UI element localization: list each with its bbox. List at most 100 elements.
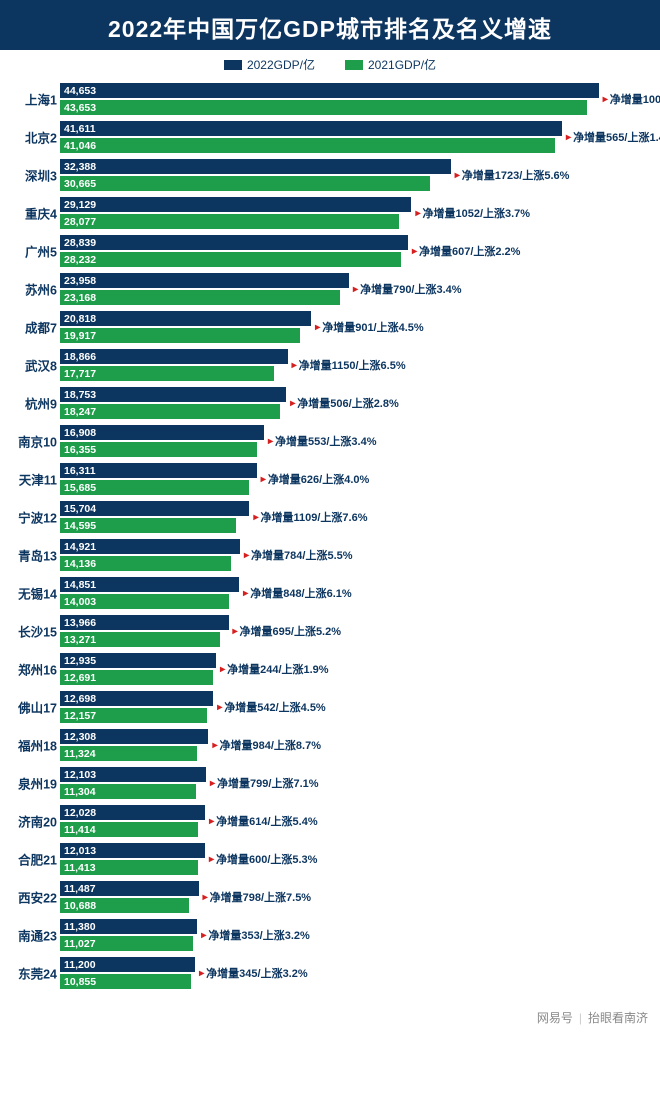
arrow-icon: ▸: [353, 284, 358, 295]
annotation-text: 净增量1723/上涨5.6%: [462, 170, 570, 182]
annotation-text: 净增量984/上涨8.7%: [220, 740, 321, 752]
bar-2022: 14,851: [60, 577, 239, 592]
bar-annotation: ▸净增量614/上涨5.4%: [209, 813, 318, 829]
arrow-icon: ▸: [315, 322, 320, 333]
bar-group: 28,83928,232▸净增量607/上涨2.2%: [60, 235, 650, 267]
arrow-icon: ▸: [268, 436, 273, 447]
city-label: 上海1: [5, 90, 57, 109]
bar-group: 13,96613,271▸净增量695/上涨5.2%: [60, 615, 650, 647]
arrow-icon: ▸: [455, 170, 460, 181]
chart-row: 宁波1215,70414,595▸净增量1109/上涨7.6%: [60, 501, 650, 533]
bar-2021: 16,355: [60, 442, 257, 457]
city-label: 西安22: [5, 888, 57, 907]
bar-value-2021: 10,855: [64, 976, 96, 988]
arrow-icon: ▸: [566, 132, 571, 143]
bar-group: 15,70414,595▸净增量1109/上涨7.6%: [60, 501, 650, 533]
bar-value-2022: 12,308: [64, 731, 96, 743]
annotation-text: 净增量784/上涨5.5%: [251, 550, 352, 562]
arrow-icon: ▸: [203, 892, 208, 903]
bar-2021: 11,414: [60, 822, 198, 837]
bar-annotation: ▸净增量607/上涨2.2%: [412, 243, 521, 259]
arrow-icon: ▸: [261, 474, 266, 485]
bar-annotation: ▸净增量506/上涨2.8%: [290, 395, 399, 411]
bar-annotation: ▸净增量790/上涨3.4%: [353, 281, 462, 297]
annotation-text: 净增量848/上涨6.1%: [250, 588, 351, 600]
bar-value-2021: 28,077: [64, 216, 96, 228]
chart-row: 东莞2411,20010,855▸净增量345/上涨3.2%: [60, 957, 650, 989]
annotation-text: 净增量506/上涨2.8%: [297, 398, 398, 410]
chart-row: 深圳332,38830,665▸净增量1723/上涨5.6%: [60, 159, 650, 191]
annotation-text: 净增量626/上涨4.0%: [268, 474, 369, 486]
chart-row: 长沙1513,96613,271▸净增量695/上涨5.2%: [60, 615, 650, 647]
bar-value-2021: 12,157: [64, 710, 96, 722]
bar-2021: 13,271: [60, 632, 220, 647]
bar-2022: 44,653: [60, 83, 599, 98]
city-label: 青岛13: [5, 546, 57, 565]
bar-value-2022: 29,129: [64, 199, 96, 211]
bar-value-2022: 18,866: [64, 351, 96, 363]
city-label: 宁波12: [5, 508, 57, 527]
arrow-icon: ▸: [199, 968, 204, 979]
annotation-text: 净增量798/上涨7.5%: [210, 892, 311, 904]
annotation-text: 净增量695/上涨5.2%: [240, 626, 341, 638]
bar-2022: 12,028: [60, 805, 205, 820]
annotation-text: 净增量353/上涨3.2%: [208, 930, 309, 942]
bar-value-2021: 10,688: [64, 900, 96, 912]
chart-row: 青岛1314,92114,136▸净增量784/上涨5.5%: [60, 539, 650, 571]
bar-annotation: ▸净增量798/上涨7.5%: [203, 889, 312, 905]
bar-value-2021: 28,232: [64, 254, 96, 266]
bar-annotation: ▸净增量353/上涨3.2%: [201, 927, 310, 943]
legend-label: 2022GDP/亿: [247, 56, 315, 73]
bar-2022: 11,380: [60, 919, 197, 934]
chart-row: 泉州1912,10311,304▸净增量799/上涨7.1%: [60, 767, 650, 799]
bar-2021: 14,003: [60, 594, 229, 609]
bar-value-2022: 32,388: [64, 161, 96, 173]
city-label: 南京10: [5, 432, 57, 451]
bar-group: 14,92114,136▸净增量784/上涨5.5%: [60, 539, 650, 571]
bar-value-2022: 20,818: [64, 313, 96, 325]
bar-value-2021: 23,168: [64, 292, 96, 304]
footer-source: 网易号: [537, 1009, 573, 1026]
bar-value-2021: 16,355: [64, 444, 96, 456]
bar-2021: 28,077: [60, 214, 399, 229]
bar-2022: 29,129: [60, 197, 411, 212]
bar-annotation: ▸净增量1109/上涨7.6%: [253, 509, 367, 525]
bar-value-2022: 23,958: [64, 275, 96, 287]
bar-value-2021: 41,046: [64, 140, 96, 152]
bar-chart: 上海144,65343,653▸净增量1000/上涨2.3%北京241,6114…: [0, 79, 660, 1005]
bar-value-2022: 15,704: [64, 503, 96, 515]
annotation-text: 净增量790/上涨3.4%: [360, 284, 461, 296]
footer-author: 抬眼看南济: [588, 1009, 648, 1026]
city-label: 北京2: [5, 128, 57, 147]
chart-row: 济南2012,02811,414▸净增量614/上涨5.4%: [60, 805, 650, 837]
city-label: 武汉8: [5, 356, 57, 375]
city-label: 杭州9: [5, 394, 57, 413]
bar-value-2021: 11,304: [64, 786, 96, 798]
bar-annotation: ▸净增量984/上涨8.7%: [212, 737, 321, 753]
footer: 网易号 | 抬眼看南济: [0, 1005, 660, 1030]
bar-group: 11,48710,688▸净增量798/上涨7.5%: [60, 881, 650, 913]
chart-row: 杭州918,75318,247▸净增量506/上涨2.8%: [60, 387, 650, 419]
arrow-icon: ▸: [201, 930, 206, 941]
city-label: 成都7: [5, 318, 57, 337]
annotation-text: 净增量1109/上涨7.6%: [261, 512, 368, 524]
chart-row: 广州528,83928,232▸净增量607/上涨2.2%: [60, 235, 650, 267]
bar-2021: 12,691: [60, 670, 213, 685]
bar-2021: 19,917: [60, 328, 300, 343]
chart-row: 苏州623,95823,168▸净增量790/上涨3.4%: [60, 273, 650, 305]
bar-annotation: ▸净增量1150/上涨6.5%: [292, 357, 406, 373]
bar-2021: 10,688: [60, 898, 189, 913]
bar-value-2022: 41,611: [64, 123, 96, 135]
annotation-text: 净增量244/上涨1.9%: [227, 664, 328, 676]
bar-2021: 23,168: [60, 290, 340, 305]
bar-group: 11,20010,855▸净增量345/上涨3.2%: [60, 957, 650, 989]
bar-value-2022: 16,311: [64, 465, 96, 477]
bar-value-2022: 12,698: [64, 693, 96, 705]
chart-row: 合肥2112,01311,413▸净增量600/上涨5.3%: [60, 843, 650, 875]
bar-value-2022: 12,935: [64, 655, 96, 667]
chart-row: 成都720,81819,917▸净增量901/上涨4.5%: [60, 311, 650, 343]
chart-row: 郑州1612,93512,691▸净增量244/上涨1.9%: [60, 653, 650, 685]
bar-2021: 41,046: [60, 138, 555, 153]
bar-group: 12,69812,157▸净增量542/上涨4.5%: [60, 691, 650, 723]
bar-2022: 12,935: [60, 653, 216, 668]
